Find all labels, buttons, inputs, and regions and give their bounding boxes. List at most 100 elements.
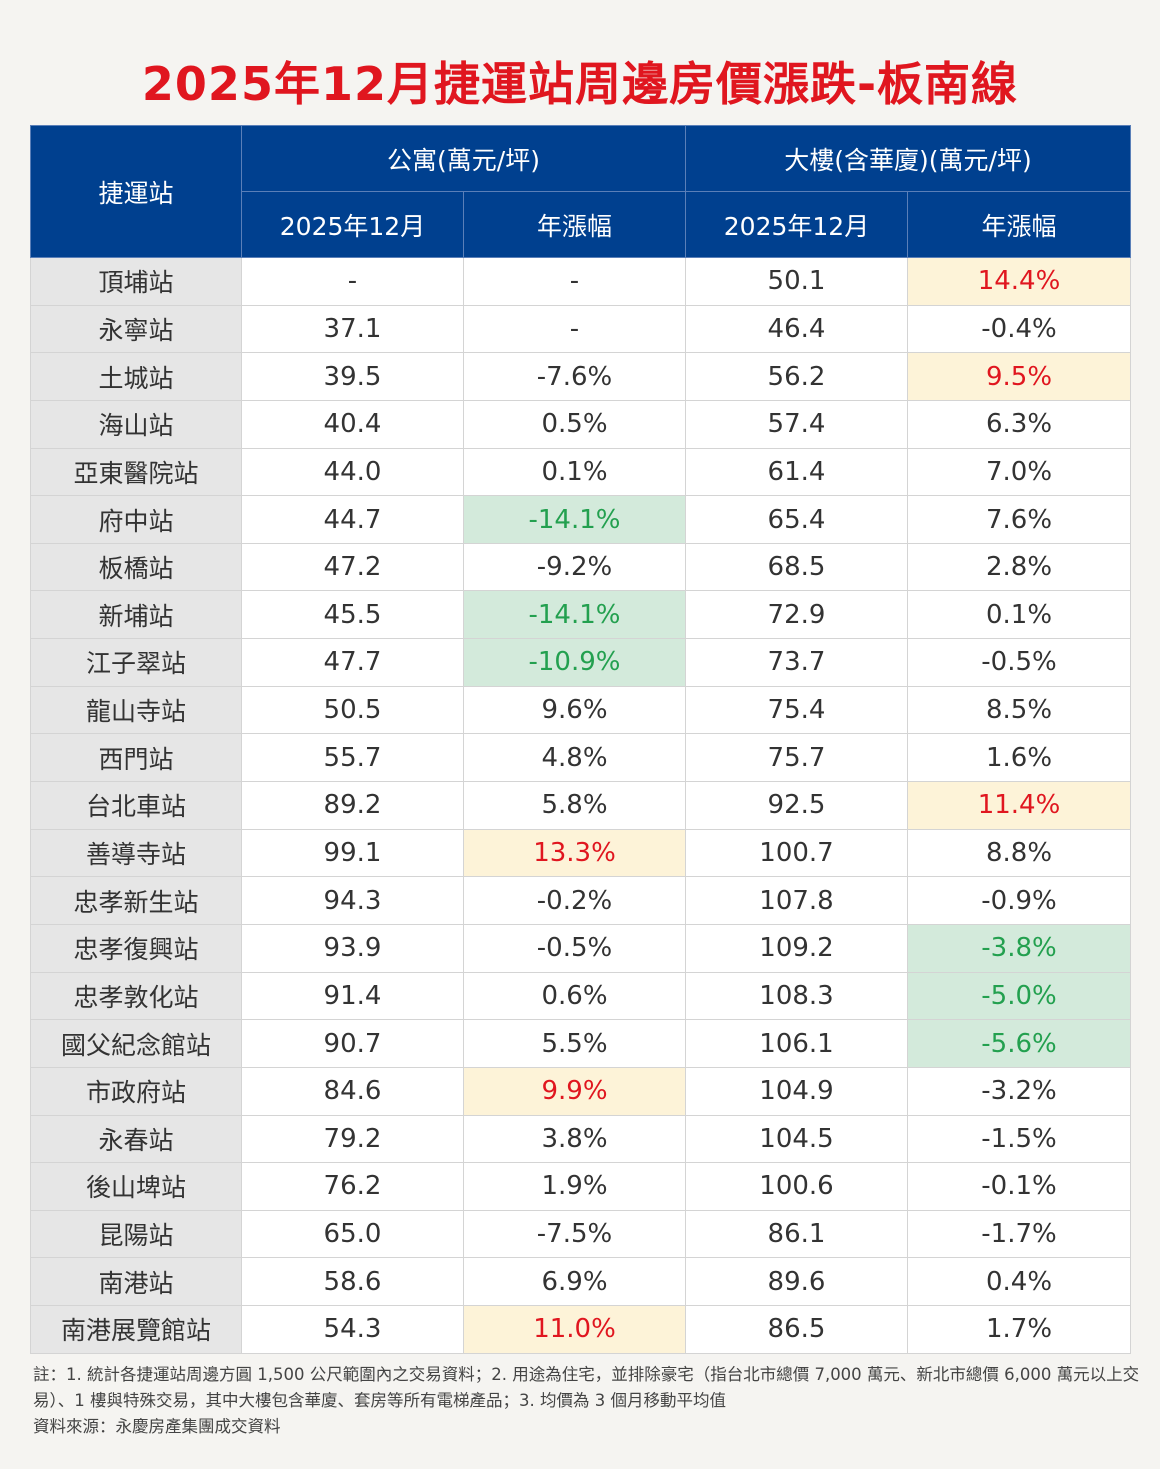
apt-yoy-cell: -: [463, 257, 686, 306]
bld-yoy-cell: 8.8%: [907, 828, 1131, 878]
bld-yoy-cell: 14.4%: [907, 257, 1131, 306]
bld-price-cell: 65.4: [685, 495, 908, 544]
station-cell: 府中站: [30, 495, 242, 544]
bld-yoy-cell: -0.5%: [907, 638, 1131, 687]
table-row: 海山站 40.4 0.5% 57.4 6.3%: [30, 399, 1131, 449]
apt-yoy-cell: 4.8%: [463, 733, 686, 783]
bld-price-cell: 100.7: [685, 828, 908, 878]
bld-price-cell: 68.5: [685, 542, 908, 592]
apt-price-cell: 44.7: [241, 495, 464, 544]
bld-yoy-cell: 7.0%: [907, 447, 1131, 497]
table-row: 江子翠站 47.7 -10.9% 73.7 -0.5%: [30, 638, 1131, 687]
bld-yoy-cell: 0.1%: [907, 590, 1131, 640]
table-row: 頂埔站 - -50.1 14.4%: [30, 257, 1131, 306]
table-row: 市政府站 84.6 9.9% 104.9 -3.2%: [30, 1066, 1131, 1116]
header-apt-month: 2025年12月: [241, 191, 464, 258]
station-cell: 台北車站: [30, 781, 242, 830]
station-cell: 昆陽站: [30, 1209, 242, 1259]
bld-price-cell: 100.6: [685, 1162, 908, 1211]
apt-price-cell: 54.3: [241, 1305, 464, 1354]
station-cell: 板橋站: [30, 542, 242, 592]
apt-yoy-cell: -9.2%: [463, 542, 686, 592]
bld-price-cell: 75.4: [685, 685, 908, 735]
station-cell: 頂埔站: [30, 257, 242, 306]
apt-yoy-cell: 0.6%: [463, 971, 686, 1021]
station-cell: 忠孝新生站: [30, 876, 242, 925]
apt-yoy-cell: 9.6%: [463, 685, 686, 735]
apt-price-cell: 37.1: [241, 304, 464, 354]
apt-price-cell: 40.4: [241, 399, 464, 449]
header-bld-month: 2025年12月: [685, 191, 908, 258]
apt-yoy-cell: -: [463, 304, 686, 354]
apt-yoy-cell: -14.1%: [463, 495, 686, 544]
bld-price-cell: 89.6: [685, 1257, 908, 1307]
apt-yoy-cell: 6.9%: [463, 1257, 686, 1307]
station-cell: 後山埤站: [30, 1162, 242, 1211]
bld-price-cell: 86.5: [685, 1305, 908, 1354]
source-text: 資料來源：永慶房產集團成交資料: [33, 1417, 281, 1436]
apt-price-cell: 50.5: [241, 685, 464, 735]
station-cell: 永春站: [30, 1114, 242, 1164]
bld-yoy-cell: -0.9%: [907, 876, 1131, 925]
table-row: 南港站 58.6 6.9% 89.6 0.4%: [30, 1257, 1131, 1307]
bld-price-cell: 104.5: [685, 1114, 908, 1164]
bld-price-cell: 106.1: [685, 1019, 908, 1068]
bld-yoy-cell: -5.0%: [907, 971, 1131, 1021]
station-cell: 新埔站: [30, 590, 242, 640]
table-row: 龍山寺站 50.5 9.6% 75.4 8.5%: [30, 685, 1131, 735]
table-row: 昆陽站 65.0 -7.5% 86.1 -1.7%: [30, 1209, 1131, 1259]
bld-yoy-cell: 0.4%: [907, 1257, 1131, 1307]
apt-price-cell: 79.2: [241, 1114, 464, 1164]
bld-yoy-cell: -0.1%: [907, 1162, 1131, 1211]
apt-yoy-cell: 0.5%: [463, 399, 686, 449]
bld-price-cell: 61.4: [685, 447, 908, 497]
table-row: 後山埤站 76.2 1.9% 100.6 -0.1%: [30, 1162, 1131, 1211]
station-cell: 土城站: [30, 352, 242, 401]
table-row: 忠孝復興站 93.9 -0.5% 109.2 -3.8%: [30, 923, 1131, 973]
apt-yoy-cell: 11.0%: [463, 1305, 686, 1354]
header-building: 大樓(含華廈)(萬元/坪): [685, 125, 1131, 192]
apt-price-cell: 99.1: [241, 828, 464, 878]
table-row: 府中站 44.7 -14.1% 65.4 7.6%: [30, 495, 1131, 544]
apt-yoy-cell: -0.5%: [463, 923, 686, 973]
station-cell: 忠孝敦化站: [30, 971, 242, 1021]
apt-yoy-cell: 3.8%: [463, 1114, 686, 1164]
apt-price-cell: 89.2: [241, 781, 464, 830]
station-cell: 南港展覽館站: [30, 1305, 242, 1354]
bld-price-cell: 72.9: [685, 590, 908, 640]
bld-yoy-cell: -1.5%: [907, 1114, 1131, 1164]
bld-price-cell: 56.2: [685, 352, 908, 401]
table-row: 新埔站 45.5 -14.1% 72.9 0.1%: [30, 590, 1131, 640]
bld-yoy-cell: 1.7%: [907, 1305, 1131, 1354]
bld-yoy-cell: -1.7%: [907, 1209, 1131, 1259]
apt-yoy-cell: -0.2%: [463, 876, 686, 925]
bld-price-cell: 73.7: [685, 638, 908, 687]
header-bld-yoy: 年漲幅: [907, 191, 1131, 258]
apt-yoy-cell: 0.1%: [463, 447, 686, 497]
bld-price-cell: 109.2: [685, 923, 908, 973]
station-cell: 龍山寺站: [30, 685, 242, 735]
apt-price-cell: 90.7: [241, 1019, 464, 1068]
footnote: 註：1. 統計各捷運站周邊方圓 1,500 公尺範圍內之交易資料；2. 用途為住…: [33, 1362, 1143, 1440]
bld-price-cell: 50.1: [685, 257, 908, 306]
apt-yoy-cell: 5.8%: [463, 781, 686, 830]
apt-price-cell: 65.0: [241, 1209, 464, 1259]
bld-yoy-cell: 2.8%: [907, 542, 1131, 592]
station-cell: 西門站: [30, 733, 242, 783]
bld-price-cell: 46.4: [685, 304, 908, 354]
bld-yoy-cell: 9.5%: [907, 352, 1131, 401]
bld-price-cell: 92.5: [685, 781, 908, 830]
bld-price-cell: 86.1: [685, 1209, 908, 1259]
apt-price-cell: 47.7: [241, 638, 464, 687]
bld-yoy-cell: -5.6%: [907, 1019, 1131, 1068]
table-row: 永寧站 37.1-46.4 -0.4%: [30, 304, 1131, 354]
apt-yoy-cell: 13.3%: [463, 828, 686, 878]
bld-price-cell: 57.4: [685, 399, 908, 449]
apt-yoy-cell: -10.9%: [463, 638, 686, 687]
apt-yoy-cell: -7.5%: [463, 1209, 686, 1259]
bld-price-cell: 104.9: [685, 1066, 908, 1116]
apt-price-cell: 45.5: [241, 590, 464, 640]
station-cell: 善導寺站: [30, 828, 242, 878]
station-cell: 市政府站: [30, 1066, 242, 1116]
apt-price-cell: -: [241, 257, 464, 306]
